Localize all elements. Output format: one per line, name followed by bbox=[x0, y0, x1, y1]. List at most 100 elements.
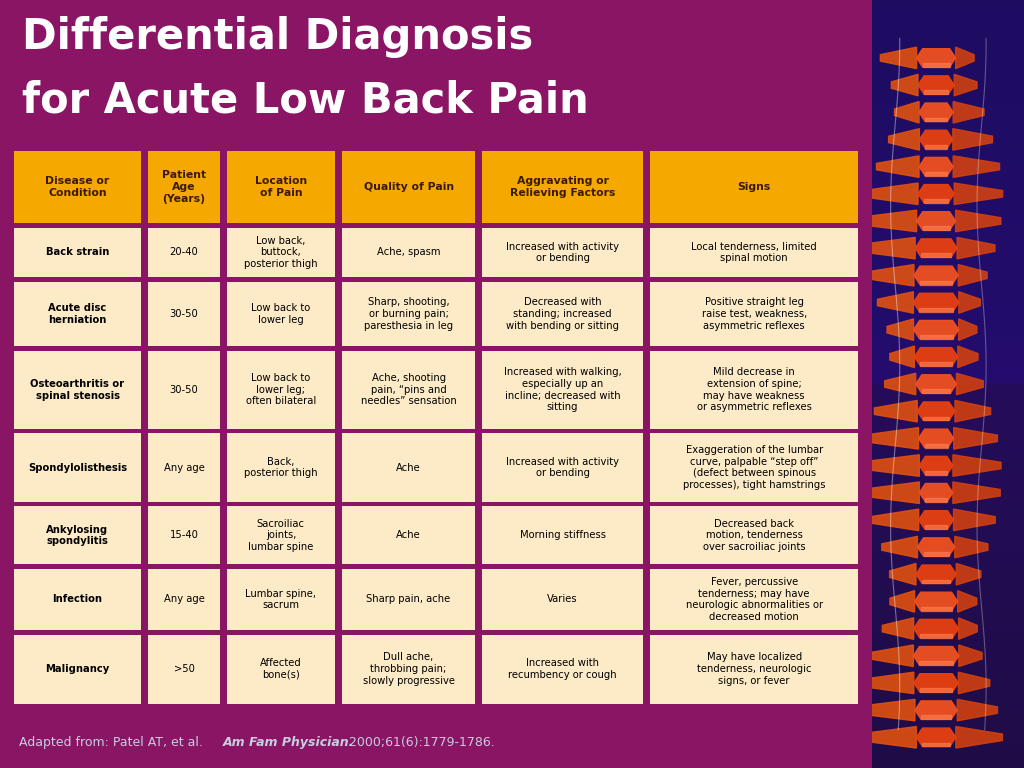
Polygon shape bbox=[885, 373, 915, 395]
Bar bbox=[482, 433, 643, 502]
Bar bbox=[148, 282, 220, 346]
Polygon shape bbox=[953, 101, 984, 123]
Polygon shape bbox=[890, 564, 916, 585]
Polygon shape bbox=[923, 63, 949, 67]
Polygon shape bbox=[915, 375, 956, 393]
Polygon shape bbox=[958, 319, 977, 340]
Polygon shape bbox=[890, 346, 914, 368]
Polygon shape bbox=[955, 727, 1002, 748]
Text: Acute disc
herniation: Acute disc herniation bbox=[48, 303, 106, 325]
Text: Am Fam Physician.: Am Fam Physician. bbox=[222, 736, 354, 749]
Polygon shape bbox=[920, 456, 953, 475]
Polygon shape bbox=[913, 320, 958, 339]
Polygon shape bbox=[856, 210, 916, 232]
Polygon shape bbox=[958, 264, 987, 286]
Polygon shape bbox=[854, 700, 915, 721]
Text: Dull ache,
throbbing pain;
slowly progressive: Dull ache, throbbing pain; slowly progre… bbox=[362, 653, 455, 686]
Polygon shape bbox=[957, 700, 997, 721]
Polygon shape bbox=[925, 172, 947, 176]
Bar bbox=[342, 634, 475, 703]
Bar bbox=[148, 634, 220, 703]
Text: Morning stiffness: Morning stiffness bbox=[519, 531, 605, 541]
Polygon shape bbox=[861, 482, 920, 504]
Polygon shape bbox=[920, 157, 953, 176]
Polygon shape bbox=[925, 444, 947, 448]
Polygon shape bbox=[915, 239, 957, 257]
Polygon shape bbox=[920, 103, 953, 121]
Polygon shape bbox=[922, 389, 950, 393]
Polygon shape bbox=[921, 362, 951, 366]
Bar bbox=[227, 506, 335, 564]
Polygon shape bbox=[918, 538, 954, 556]
Text: Lumbar spine,
sacrum: Lumbar spine, sacrum bbox=[246, 588, 316, 611]
Polygon shape bbox=[958, 617, 977, 639]
Polygon shape bbox=[920, 280, 952, 284]
Polygon shape bbox=[925, 525, 947, 529]
Polygon shape bbox=[924, 199, 948, 203]
Bar bbox=[482, 351, 643, 429]
Polygon shape bbox=[891, 74, 919, 96]
Polygon shape bbox=[865, 264, 914, 286]
Polygon shape bbox=[926, 471, 947, 475]
Polygon shape bbox=[919, 184, 954, 203]
Polygon shape bbox=[870, 509, 919, 531]
Polygon shape bbox=[954, 183, 1002, 204]
Polygon shape bbox=[957, 591, 977, 612]
Polygon shape bbox=[953, 455, 1001, 476]
Bar bbox=[227, 569, 335, 630]
Text: Mild decrease in
extension of spine;
may have weakness
or asymmetric reflexes: Mild decrease in extension of spine; may… bbox=[696, 367, 812, 412]
Bar bbox=[227, 151, 335, 223]
Text: Quality of Pain: Quality of Pain bbox=[364, 182, 454, 192]
Text: for Acute Low Back Pain: for Acute Low Back Pain bbox=[22, 79, 589, 121]
Polygon shape bbox=[887, 319, 913, 340]
Polygon shape bbox=[921, 607, 951, 611]
Polygon shape bbox=[924, 552, 948, 556]
Polygon shape bbox=[953, 156, 999, 177]
Text: Adapted from: Patel AT, et al.: Adapted from: Patel AT, et al. bbox=[19, 736, 207, 749]
Polygon shape bbox=[914, 266, 958, 284]
Polygon shape bbox=[955, 47, 974, 68]
Polygon shape bbox=[920, 131, 952, 149]
Bar bbox=[482, 228, 643, 277]
Polygon shape bbox=[874, 400, 918, 422]
Polygon shape bbox=[926, 498, 947, 502]
Text: Back strain: Back strain bbox=[46, 247, 110, 257]
Bar bbox=[482, 634, 643, 703]
Polygon shape bbox=[953, 482, 1000, 504]
Polygon shape bbox=[955, 400, 990, 422]
Polygon shape bbox=[920, 484, 953, 502]
Text: May have localized
tenderness, neurologic
signs, or fever: May have localized tenderness, neurologi… bbox=[697, 653, 811, 686]
Text: Ache: Ache bbox=[396, 531, 421, 541]
Polygon shape bbox=[916, 48, 955, 67]
Polygon shape bbox=[924, 91, 948, 94]
Polygon shape bbox=[920, 688, 952, 692]
Polygon shape bbox=[890, 591, 914, 612]
Polygon shape bbox=[923, 227, 949, 230]
Text: 30-50: 30-50 bbox=[170, 309, 199, 319]
Bar bbox=[14, 634, 141, 703]
Text: Sacroiliac
joints,
lumbar spine: Sacroiliac joints, lumbar spine bbox=[248, 518, 313, 552]
Text: Signs: Signs bbox=[737, 182, 771, 192]
Bar bbox=[14, 433, 141, 502]
Polygon shape bbox=[913, 293, 958, 312]
Bar bbox=[14, 228, 141, 277]
Text: Any age: Any age bbox=[164, 462, 205, 472]
Polygon shape bbox=[864, 428, 919, 449]
Text: 15-40: 15-40 bbox=[170, 531, 199, 541]
Text: Exaggeration of the lumbar
curve, palpable “step off”
(defect between spinous
pr: Exaggeration of the lumbar curve, palpab… bbox=[683, 445, 825, 490]
Bar bbox=[482, 506, 643, 564]
Bar bbox=[148, 569, 220, 630]
Bar bbox=[14, 151, 141, 223]
Polygon shape bbox=[923, 743, 949, 746]
Bar bbox=[650, 351, 858, 429]
Text: Low back to
lower leg;
often bilateral: Low back to lower leg; often bilateral bbox=[246, 373, 316, 406]
Polygon shape bbox=[953, 509, 995, 531]
Polygon shape bbox=[916, 212, 955, 230]
Polygon shape bbox=[878, 292, 913, 313]
Bar bbox=[227, 228, 335, 277]
Polygon shape bbox=[926, 145, 947, 149]
Bar bbox=[342, 151, 475, 223]
Polygon shape bbox=[914, 592, 957, 611]
Bar bbox=[148, 506, 220, 564]
Bar bbox=[148, 151, 220, 223]
